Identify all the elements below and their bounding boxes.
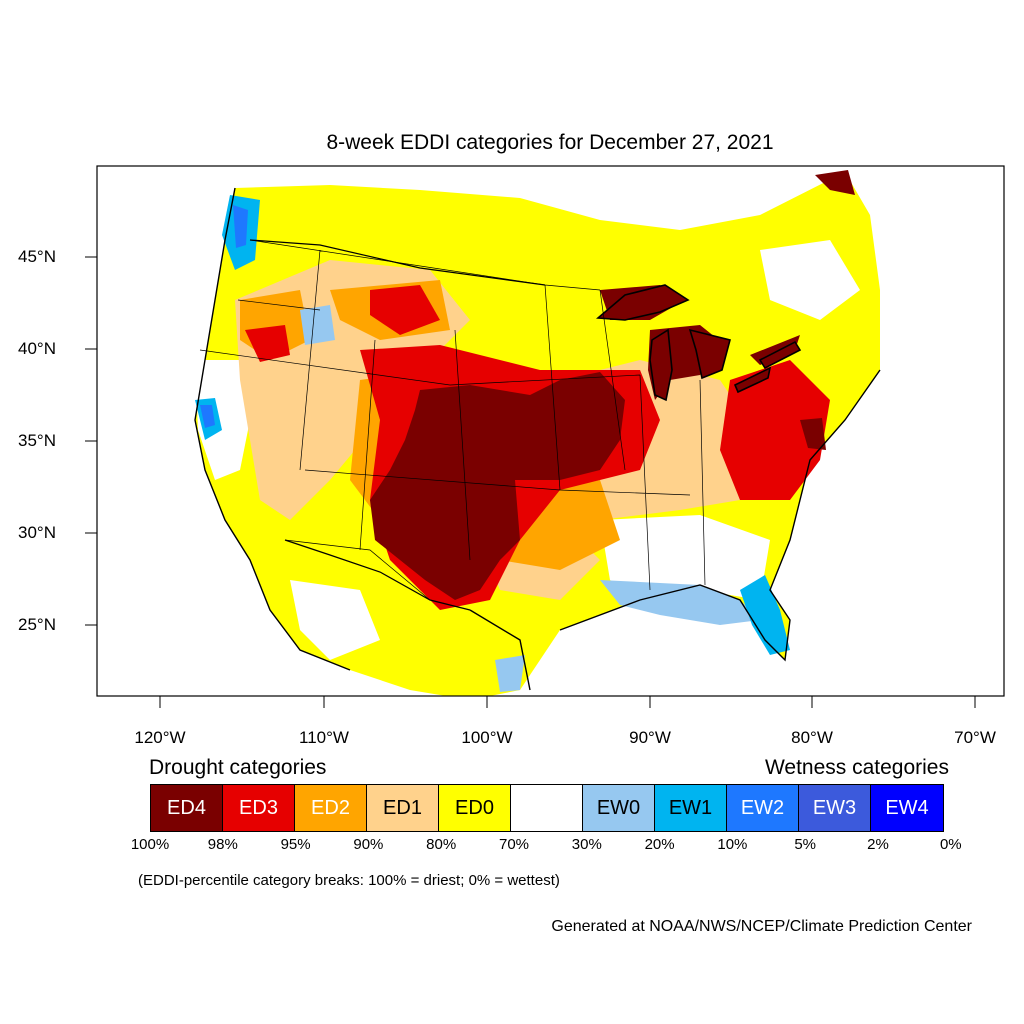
coastline — [469, 369, 881, 691]
lon-label-100w: 100°W — [461, 728, 513, 747]
category-legend: ED4 ED3 ED2 ED1 ED0 EW0 EW1 EW2 EW3 EW4 — [150, 784, 944, 832]
near-normal-region — [600, 515, 770, 600]
wetness-categories-heading: Wetness categories — [764, 756, 949, 779]
category-note: (EDDI-percentile category breaks: 100% =… — [138, 872, 560, 889]
ew0-region — [495, 655, 525, 692]
percentile-label: 100% — [130, 836, 170, 853]
ed4-region — [800, 418, 826, 450]
ew2-region — [233, 205, 248, 248]
great-lakes — [758, 340, 802, 370]
percentile-label: 70% — [498, 836, 530, 853]
lon-label-120w: 120°W — [134, 728, 186, 747]
legend-box-ed4: ED4 — [151, 785, 223, 831]
great-lakes — [733, 366, 772, 394]
ed3-region — [245, 325, 290, 362]
border-outline — [249, 239, 546, 611]
percentile-label: 98% — [207, 836, 238, 853]
legend-box-ew2: EW2 — [727, 785, 799, 831]
ed4-region — [370, 372, 625, 600]
lat-label-30: 30°N — [18, 523, 56, 542]
great-lakes — [595, 284, 690, 321]
lon-label-80w: 80°W — [791, 728, 833, 747]
ed4-region — [815, 170, 855, 195]
ed4-region — [750, 335, 800, 365]
percentile-label: 10% — [717, 836, 748, 853]
ed3-region — [720, 360, 830, 500]
axis-ticks — [85, 256, 976, 708]
ew0-region — [600, 580, 760, 625]
legend-box-ed1: ED1 — [367, 785, 439, 831]
ed3-region — [370, 285, 440, 335]
percentile-label: 20% — [644, 836, 675, 853]
lon-label-90w: 90°W — [629, 728, 671, 747]
percentile-label: 5% — [794, 836, 817, 853]
lon-label-70w: 70°W — [954, 728, 996, 747]
legend-box-ew3: EW3 — [799, 785, 871, 831]
near-normal-region — [290, 580, 380, 660]
credit-line: Generated at NOAA/NWS/NCEP/Climate Predi… — [551, 918, 972, 935]
legend-box-ed3: ED3 — [223, 785, 295, 831]
ew2-region — [200, 405, 215, 428]
percentile-label: 95% — [280, 836, 311, 853]
drought-categories-heading: Drought categories — [149, 756, 327, 779]
legend-box-ed2: ED2 — [295, 785, 367, 831]
lat-label-35: 35°N — [18, 431, 56, 450]
percentile-label: 30% — [571, 836, 602, 853]
percentile-label: 2% — [867, 836, 889, 853]
great-lakes — [688, 328, 731, 380]
legend-box-ew0: EW0 — [583, 785, 655, 831]
near-normal-region — [195, 360, 250, 480]
percentile-label: 90% — [353, 836, 384, 853]
lat-label-40: 40°N — [18, 339, 56, 358]
ew1-region — [740, 575, 790, 655]
great-lakes — [649, 328, 673, 402]
near-normal-region — [760, 240, 860, 320]
lat-label-45: 45°N — [18, 247, 56, 266]
map-frame — [96, 165, 1005, 697]
legend-box-normal — [511, 785, 583, 831]
coastline — [194, 187, 351, 671]
ew0-region — [300, 305, 335, 345]
percentile-label: 80% — [426, 836, 457, 853]
map-title: 8-week EDDI categories for December 27, … — [326, 131, 774, 154]
lat-label-25: 25°N — [18, 615, 56, 634]
lon-label-110w: 110°W — [299, 728, 349, 747]
percentile-label: 0% — [939, 836, 962, 853]
legend-box-ew1: EW1 — [655, 785, 727, 831]
legend-box-ew4: EW4 — [871, 785, 943, 831]
legend-box-ed0: ED0 — [439, 785, 511, 831]
